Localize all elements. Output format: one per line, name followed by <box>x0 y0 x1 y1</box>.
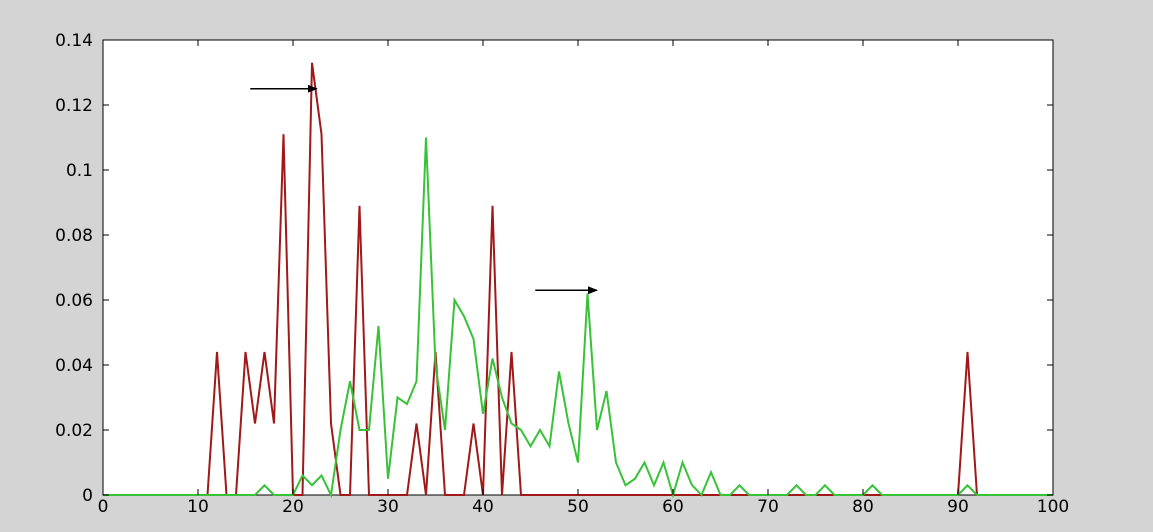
x-tick-label: 50 <box>567 497 589 517</box>
x-tick-label: 90 <box>947 497 969 517</box>
x-tick-label: 80 <box>852 497 874 517</box>
y-tick-label: 0.06 <box>55 291 93 311</box>
y-tick-label: 0.08 <box>55 226 93 246</box>
x-tick-label: 0 <box>98 497 109 517</box>
plot-area <box>102 39 1054 496</box>
y-tick-label: 0.12 <box>55 96 93 116</box>
y-tick-label: 0.1 <box>66 161 93 181</box>
x-tick-label: 70 <box>757 497 779 517</box>
x-tick-label: 30 <box>377 497 399 517</box>
x-tick-label: 40 <box>472 497 494 517</box>
x-tick-label: 60 <box>662 497 684 517</box>
y-tick-label: 0.02 <box>55 421 93 441</box>
series-layer <box>103 62 1053 499</box>
y-tick-label: 0.04 <box>55 356 93 376</box>
annotation-layer <box>250 84 598 295</box>
y-tick-label: 0.14 <box>55 31 93 51</box>
x-axis: 0 10 20 30 40 50 60 70 80 90 100 <box>98 40 1069 517</box>
y-axis: 0 0.02 0.04 0.06 0.08 0.1 0.12 0.14 <box>55 31 1053 506</box>
x-tick-label: 20 <box>282 497 304 517</box>
y-tick-label: 0 <box>82 486 93 506</box>
x-tick-label: 100 <box>1037 497 1069 517</box>
series-line-2 <box>103 137 1053 499</box>
series-line-1 <box>103 62 1053 496</box>
x-tick-label: 10 <box>187 497 209 517</box>
